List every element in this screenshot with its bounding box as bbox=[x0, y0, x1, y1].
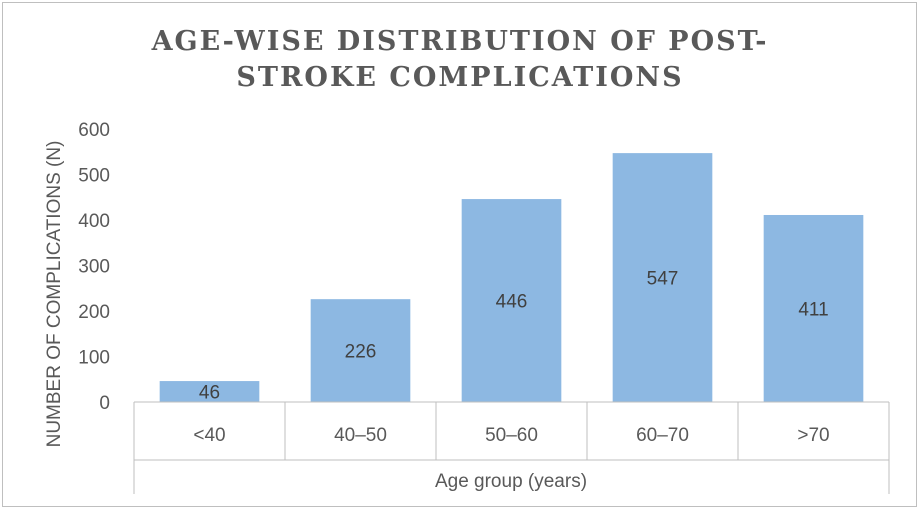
bar bbox=[159, 381, 260, 402]
data-label: 226 bbox=[345, 342, 377, 363]
bar bbox=[310, 299, 411, 402]
chart-title: AGE-WISE DISTRIBUTION OF POST-STROKE COM… bbox=[151, 26, 769, 93]
y-tick-label: 600 bbox=[78, 120, 110, 141]
y-tick-label: 500 bbox=[78, 166, 110, 187]
bar bbox=[461, 199, 562, 402]
category-labels: <40 40–50 50–60 60–70 >70 bbox=[193, 425, 829, 446]
data-label: 547 bbox=[647, 269, 679, 290]
data-label: 411 bbox=[798, 299, 828, 320]
data-label: 46 bbox=[199, 383, 220, 404]
data-labels: 46 226 446 547 411 bbox=[199, 269, 829, 404]
bar bbox=[763, 214, 864, 402]
bar bbox=[612, 153, 713, 402]
x-tick-label: 50–60 bbox=[485, 425, 538, 446]
x-axis-title: Age group (years) bbox=[435, 471, 587, 492]
x-tick-label: 40–50 bbox=[334, 425, 387, 446]
x-tick-label: >70 bbox=[797, 425, 829, 446]
y-axis-ticks: 0 100 200 300 400 500 600 bbox=[78, 120, 110, 414]
y-tick-label: 100 bbox=[78, 348, 110, 369]
y-tick-label: 0 bbox=[99, 393, 110, 414]
axes bbox=[133, 401, 890, 494]
bars bbox=[159, 153, 864, 402]
y-tick-label: 300 bbox=[78, 257, 110, 278]
x-tick-label: 60–70 bbox=[636, 425, 689, 446]
y-tick-label: 200 bbox=[78, 302, 110, 323]
data-label: 446 bbox=[496, 292, 528, 313]
x-tick-label: <40 bbox=[193, 425, 225, 446]
y-axis-title: NUMBER OF COMPLICATIONS (N) bbox=[44, 141, 65, 448]
y-tick-label: 400 bbox=[78, 211, 110, 232]
